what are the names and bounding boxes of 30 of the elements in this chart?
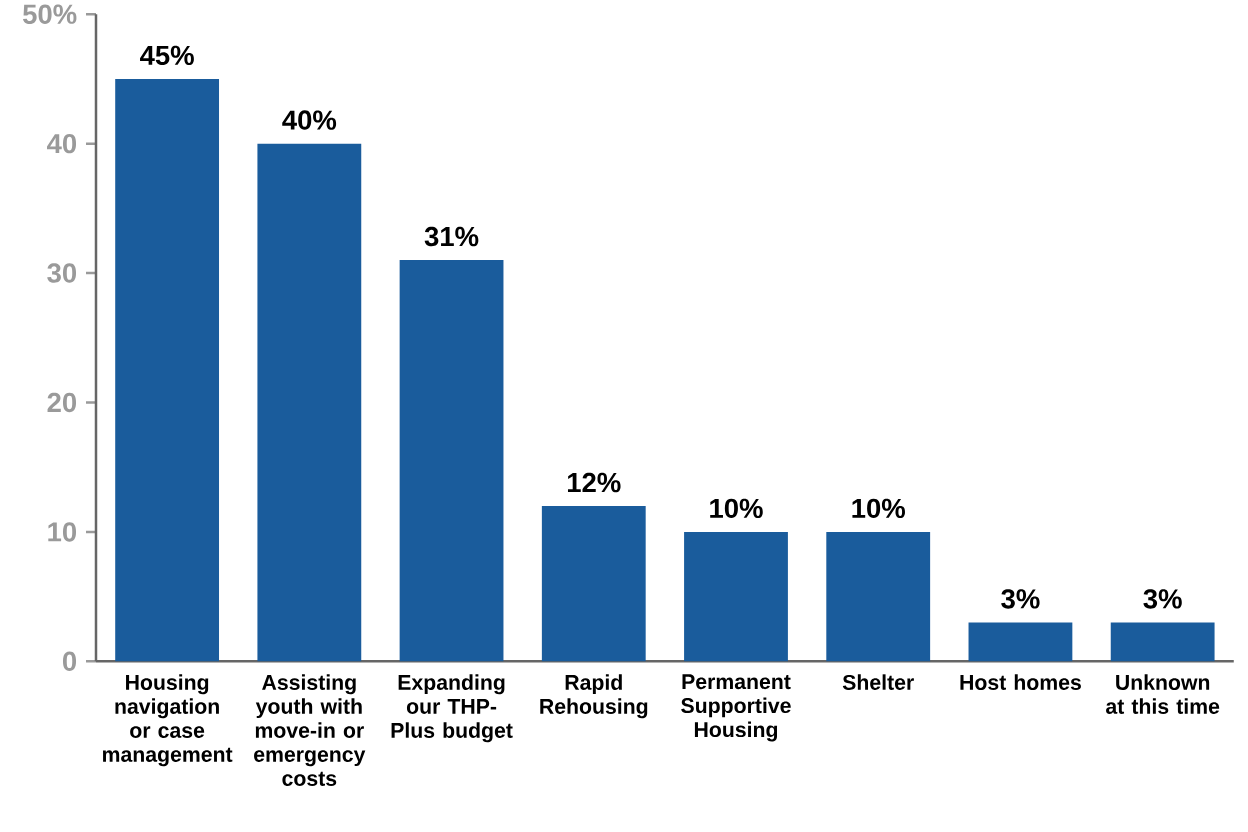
y-tick-label: 0 <box>62 651 77 672</box>
x-tick-label: Assisting youth with move-in or emergency costs <box>254 674 366 786</box>
bar <box>257 143 362 662</box>
bar <box>826 531 931 662</box>
bar <box>968 622 1073 662</box>
data-label: 45% <box>140 45 194 66</box>
data-label: 12% <box>567 472 621 493</box>
bar <box>1110 622 1215 662</box>
y-tick-label: 10 <box>48 522 77 542</box>
x-tick-label: Shelter <box>842 674 914 690</box>
y-tick-label: 30 <box>47 263 77 283</box>
x-tick-label: Expanding our THP-Plus budget <box>391 674 513 743</box>
data-label: 31% <box>424 226 479 247</box>
x-tick-label: Rapid Rehousing <box>540 674 648 719</box>
x-tick-label: Unknown at this time <box>1106 674 1220 714</box>
y-tick-label: 50% <box>23 4 77 24</box>
data-label: 3% <box>1001 589 1040 609</box>
data-label: 3% <box>1143 589 1182 609</box>
y-tick-label: 20 <box>47 392 77 413</box>
bar <box>399 260 504 662</box>
data-label: 10% <box>852 498 905 519</box>
x-tick-label: Host homes <box>960 674 1081 690</box>
bar <box>684 531 788 662</box>
data-label: 40% <box>282 110 337 130</box>
bar <box>541 506 646 662</box>
x-tick-label: Housing navigation or case management <box>103 674 233 767</box>
x-tick-label: Permanent Supportive Housing <box>681 674 791 742</box>
bar <box>115 78 220 662</box>
y-tick-label: 40 <box>47 133 77 154</box>
data-label: 10% <box>710 498 763 519</box>
